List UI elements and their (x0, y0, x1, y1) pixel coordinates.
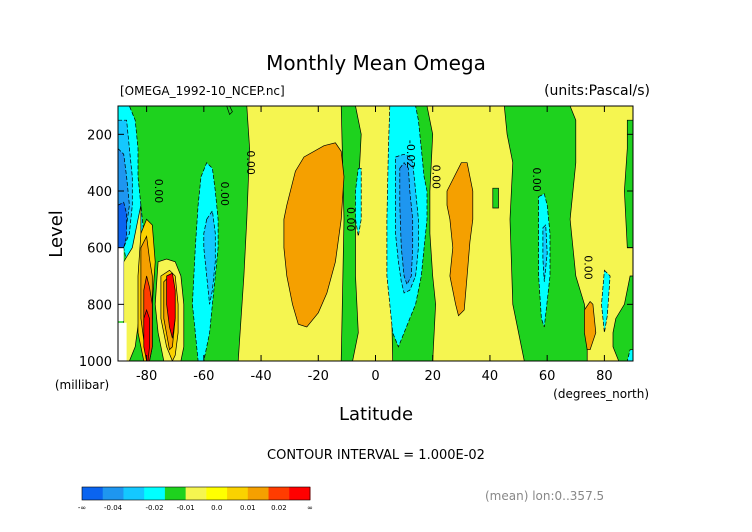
contour-label-7: 0.00 (581, 255, 594, 280)
x-tick-label-5: 20 (424, 369, 441, 384)
y-tick-label-2: 600 (87, 242, 112, 257)
colorbar-label-3: -0.01 (177, 504, 195, 512)
contour-region-16 (203, 209, 216, 305)
colorbar-label-7: ∞ (307, 504, 313, 512)
contour-region-9 (446, 162, 474, 317)
contour-label-6: 0.00 (530, 167, 543, 192)
colorbar-border (81, 486, 311, 501)
colorbar-swatch-4 (164, 487, 187, 500)
x-tick-label-2: -40 (250, 369, 271, 384)
contour-region-10 (584, 300, 597, 351)
contour-region-35 (118, 322, 127, 361)
colorbar-swatch-2 (123, 487, 145, 500)
contour-region-13 (399, 162, 414, 286)
contour-label-1: 0.00 (218, 182, 231, 207)
y-tick-label-0: 1000 (79, 355, 112, 370)
colorbar-label-6: 0.02 (271, 504, 287, 512)
colorbar-swatch-8 (247, 487, 270, 500)
colorbar-swatch-0 (82, 487, 104, 500)
colorbar-swatch-10 (289, 487, 311, 500)
contour-label-3: 0.00 (344, 207, 357, 232)
x-axis-label: Latitude (339, 404, 413, 425)
contour-region-1 (340, 106, 362, 361)
contour-region-6 (226, 106, 233, 116)
contour-region-24 (626, 349, 633, 361)
x-axis-units: (degrees_north) (553, 387, 649, 401)
colorbar-swatch-6 (206, 487, 228, 500)
contour-region-34 (118, 247, 124, 322)
colorbar-label-0: -∞ (78, 504, 86, 512)
contour-labels: 0.00 0.00 0.00 0.00 -0.02 0.00 0.00 0.00 (152, 140, 594, 280)
mean-longitude-text: (mean) lon:0..357.5 (485, 489, 604, 503)
units-label: (units:Pascal/s) (544, 83, 650, 99)
contour-regions (118, 106, 633, 361)
contour-label-2: 0.00 (244, 150, 257, 175)
x-tick-label-4: 0 (371, 369, 379, 384)
y-tick-label-4: 200 (87, 128, 112, 143)
colorbar-swatch-1 (102, 487, 124, 500)
colorbar (81, 486, 311, 501)
colorbar-swatch-3 (144, 487, 166, 500)
contour-label-4: -0.02 (404, 140, 417, 168)
x-tick-label-0: -80 (136, 369, 157, 384)
colorbar-label-4: 0.0 (211, 504, 222, 512)
y-axis-units: (millibar) (55, 378, 109, 392)
colorbar-swatch-5 (185, 487, 207, 500)
x-tick-label-3: -20 (308, 369, 329, 384)
contour-region-8 (283, 142, 345, 328)
x-tick-label-7: 60 (539, 369, 556, 384)
contour-region-33 (166, 272, 176, 339)
x-axis-ticks: -80 -60 -40 -20 0 20 40 60 80 (136, 106, 613, 384)
y-axis-label: Level (46, 210, 67, 258)
colorbar-labels: -∞ -0.04 -0.02 -0.01 0.0 0.01 0.02 ∞ (78, 504, 313, 512)
contour-region-29 (143, 308, 150, 361)
contour-label-5: 0.00 (430, 165, 443, 190)
contour-region-5 (612, 275, 633, 361)
y-tick-label-1: 800 (87, 298, 112, 313)
y-tick-label-3: 400 (87, 185, 112, 200)
contour-region-22 (542, 224, 548, 282)
x-tick-label-6: 40 (482, 369, 499, 384)
chart-title: Monthly Mean Omega (266, 51, 486, 75)
y-axis-ticks: 1000 800 600 400 200 (79, 128, 633, 370)
colorbar-swatch-9 (268, 487, 290, 500)
colorbar-label-2: -0.02 (145, 504, 163, 512)
colorbar-label-5: 0.01 (240, 504, 256, 512)
file-label: [OMEGA_1992-10_NCEP.nc] (120, 84, 285, 98)
colorbar-swatch-7 (227, 487, 249, 500)
contour-region-20 (118, 201, 127, 249)
x-tick-label-1: -60 (193, 369, 214, 384)
contour-interval-text: CONTOUR INTERVAL = 1.000E-02 (267, 448, 485, 463)
contour-region-7 (492, 187, 499, 209)
contour-region-23 (601, 269, 611, 333)
contour-region-14 (355, 167, 362, 237)
x-tick-label-8: 80 (596, 369, 613, 384)
contour-label-0: 0.00 (152, 179, 165, 204)
colorbar-label-1: -0.04 (104, 504, 123, 512)
